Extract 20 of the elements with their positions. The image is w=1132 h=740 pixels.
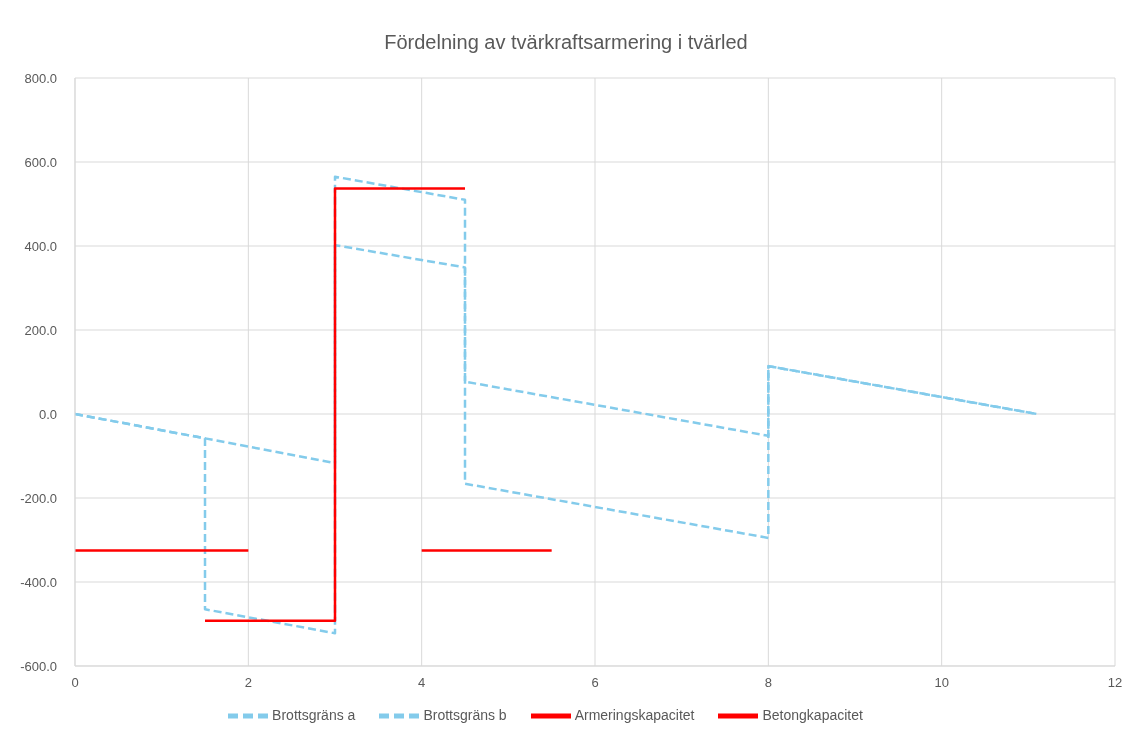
x-tick-label: 6	[591, 675, 599, 691]
legend-label: Betongkapacitet	[762, 706, 863, 723]
y-tick-label: -200.0	[20, 490, 57, 506]
y-tick-label: -600.0	[20, 658, 57, 674]
legend-label: Brottsgräns a	[272, 706, 356, 723]
y-tick-label: -400.0	[20, 574, 57, 590]
y-tick-label: 0.0	[38, 406, 57, 422]
x-tick-label: 8	[764, 675, 772, 691]
legend-label: Brottsgräns b	[423, 706, 507, 723]
chart-title: Fördelning av tvärkraftsarmering i tvärled	[383, 31, 749, 54]
x-tick-label: 2	[244, 675, 252, 691]
y-tick-label: 600.0	[24, 154, 57, 170]
y-tick-label: 200.0	[24, 322, 57, 338]
y-tick-label: 800.0	[24, 70, 57, 86]
x-tick-label: 10	[934, 675, 949, 691]
y-tick-label: 400.0	[24, 238, 57, 254]
x-tick-label: 12	[1107, 675, 1123, 691]
x-tick-label: 4	[418, 675, 426, 691]
legend-label: Armeringskapacitet	[574, 706, 695, 723]
x-tick-label: 0	[71, 675, 79, 691]
